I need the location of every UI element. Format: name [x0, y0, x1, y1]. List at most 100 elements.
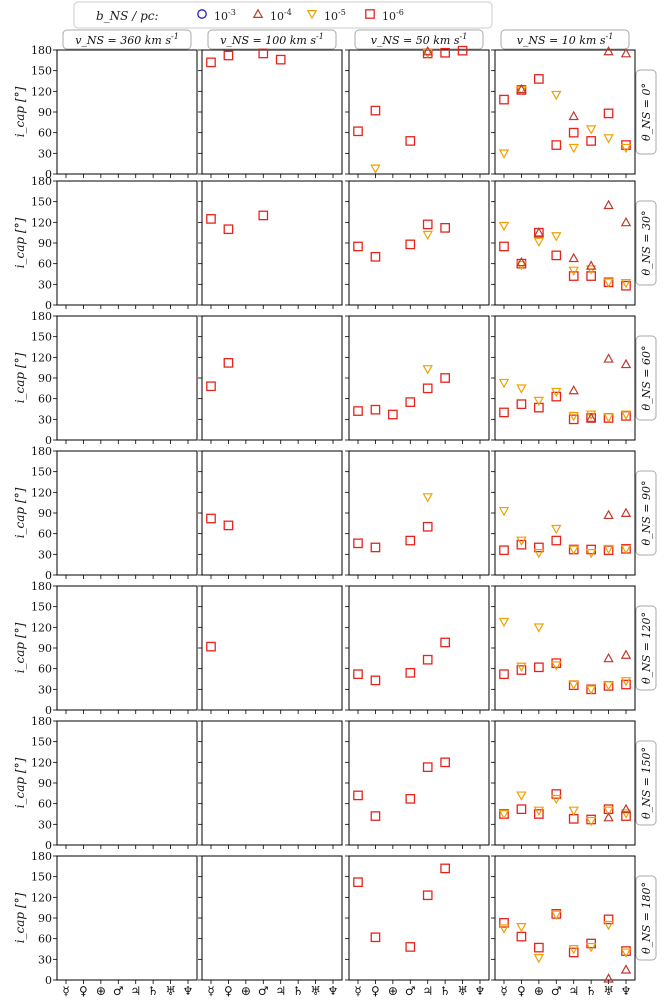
panel-r3-c3 [491, 450, 636, 579]
data-point [551, 250, 562, 261]
x-tick-label: ⊕ [388, 984, 398, 998]
data-point [353, 241, 363, 252]
data-point [533, 623, 545, 633]
x-tick-label: ♄ [293, 984, 304, 998]
data-point [620, 48, 632, 58]
x-tick-label: ♅ [310, 984, 321, 998]
panel-frame [348, 855, 490, 981]
column-header: v_NS = 50 km s-1 [371, 32, 468, 47]
panel-frame [56, 855, 198, 981]
row-label-box [635, 605, 657, 691]
panel-r0-c0 [53, 49, 198, 178]
data-point [534, 74, 544, 84]
data-point [551, 794, 562, 805]
data-point [533, 953, 545, 964]
y-axis-label: i_cap [°] [13, 892, 27, 943]
data-point [370, 404, 381, 415]
data-point [603, 920, 614, 931]
x-tick-label: ♂ [551, 984, 562, 998]
data-point [568, 266, 579, 276]
data-point [620, 358, 632, 369]
data-point [405, 535, 416, 546]
x-tick-label: ♅ [165, 984, 176, 998]
data-point [551, 391, 562, 402]
data-point [499, 241, 509, 252]
data-point [499, 94, 509, 105]
data-point [620, 803, 632, 814]
y-tick-label: 90 [38, 912, 52, 925]
y-tick-label: 60 [38, 663, 52, 676]
panel-r6-c0: ☿ ♀ ⊕ ♂ ♃ ♄ ♅ ♆ [53, 855, 198, 998]
data-point [370, 105, 381, 116]
y-tick-label: 150 [31, 601, 52, 614]
data-point [516, 384, 527, 394]
data-point [422, 48, 433, 59]
column-header-box [500, 29, 630, 50]
data-point [603, 45, 614, 56]
y-tick-label: 0 [45, 704, 52, 717]
y-tick-label: 180 [31, 715, 52, 728]
row-label: θ_NS = 30° [640, 211, 653, 276]
x-tick-label: ♀ [517, 984, 526, 998]
row-label-box [635, 335, 657, 421]
data-point [585, 410, 597, 420]
data-point [516, 83, 527, 94]
legend-marker-square [365, 9, 375, 19]
x-tick-label: ♄ [148, 984, 159, 998]
data-point [620, 143, 632, 154]
panel-r3-c0 [53, 450, 198, 579]
data-point [621, 679, 631, 690]
y-tick-label: 120 [31, 85, 52, 98]
data-point [388, 409, 398, 420]
data-point [223, 357, 234, 368]
panel-frame [201, 49, 343, 175]
x-tick-label: ⊕ [241, 984, 251, 998]
data-point [568, 110, 579, 121]
legend-label: 10-4 [270, 8, 292, 23]
panel-r0-c2 [345, 45, 490, 178]
y-tick-label: 90 [38, 642, 52, 655]
data-point [498, 617, 510, 628]
data-point [568, 384, 579, 395]
panel-r1-c0 [53, 180, 198, 309]
data-point [620, 649, 632, 659]
column-header: v_NS = 360 km s-1 [75, 32, 179, 47]
data-point [568, 252, 579, 263]
y-tick-label: 60 [38, 528, 52, 541]
data-point [620, 544, 632, 555]
data-point [621, 811, 631, 821]
data-point [568, 945, 579, 955]
data-point [223, 520, 234, 531]
data-point [516, 256, 527, 267]
y-axis-label: i_cap [°] [13, 622, 27, 673]
data-point [586, 271, 596, 281]
row-label: θ_NS = 120° [640, 612, 653, 684]
data-point [353, 877, 363, 888]
data-point [620, 809, 632, 819]
y-axis-label: i_cap [°] [13, 757, 27, 808]
data-point [585, 260, 597, 270]
data-point [603, 134, 614, 144]
y-tick-label: 150 [31, 466, 52, 479]
data-point [353, 669, 363, 680]
data-point [516, 931, 527, 942]
data-point [568, 806, 579, 816]
data-point [405, 397, 416, 407]
data-point [621, 946, 631, 956]
x-tick-label: ♃ [568, 984, 579, 998]
data-point [498, 378, 510, 389]
panel-r4-c0 [53, 585, 198, 714]
y-tick-label: 120 [31, 891, 52, 904]
x-tick-label: ♆ [328, 984, 339, 998]
panel-r1-c1 [198, 180, 343, 309]
y-tick-label: 90 [38, 507, 52, 520]
panel-r2-c1 [198, 315, 343, 444]
y-tick-label: 30 [38, 548, 52, 561]
data-point [603, 806, 614, 816]
y-tick-label: 0 [45, 839, 52, 852]
y-axis-label: i_cap [°] [13, 217, 27, 268]
data-point [498, 810, 510, 820]
panel-r3-c2 [345, 450, 490, 579]
data-point [551, 661, 562, 671]
panel-frame [494, 315, 636, 441]
